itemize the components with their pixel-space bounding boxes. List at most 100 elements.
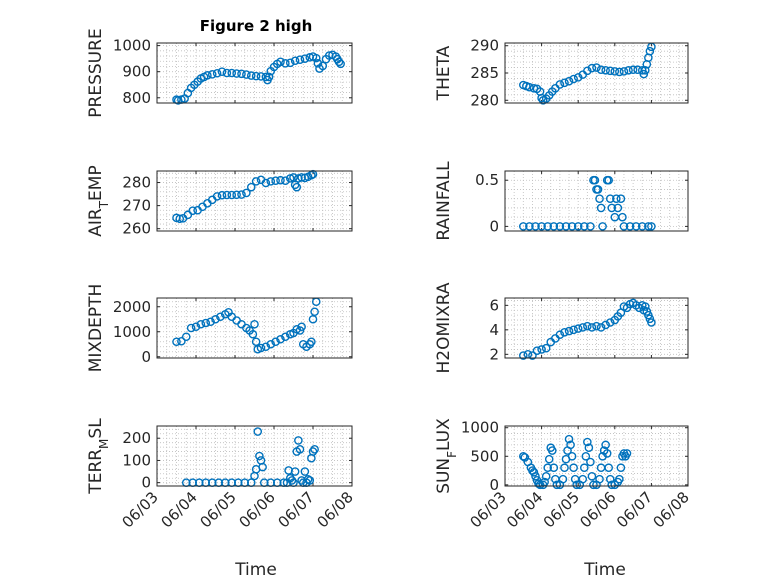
data-point: [188, 206, 198, 215]
y-tick-label: 0: [489, 476, 499, 494]
series-markers: [519, 42, 656, 105]
data-point: [641, 65, 650, 75]
data-point: [605, 474, 615, 484]
data-point: [581, 451, 591, 461]
y-tick-label: 285: [470, 64, 499, 82]
data-point: [564, 326, 574, 336]
data-point: [558, 474, 568, 484]
axes-box: [504, 42, 689, 104]
data-point: [561, 222, 571, 231]
data-point: [227, 68, 237, 78]
data-point: [276, 57, 285, 67]
data-point: [237, 190, 246, 199]
y-axis-label: PRESSURE: [86, 28, 106, 117]
data-point: [612, 194, 621, 203]
data-point: [227, 190, 237, 200]
y-axis-label: AIRTEMP: [86, 165, 111, 236]
data-point: [177, 336, 186, 346]
minor-grid: [504, 43, 689, 103]
y-tick-label: 1000: [113, 323, 151, 341]
data-point: [580, 222, 589, 231]
data-point: [583, 66, 592, 76]
data-point: [543, 222, 553, 231]
data-point: [598, 222, 607, 231]
series-markers: [172, 169, 318, 224]
data-point: [601, 440, 610, 450]
data-point: [567, 222, 577, 231]
data-point: [313, 59, 323, 68]
data-point: [601, 320, 610, 330]
y-axis-label: H2OMIXRA: [434, 282, 454, 373]
y-tick-label: 280: [122, 174, 151, 192]
y-tick-label: 270: [122, 197, 151, 215]
data-point: [303, 475, 313, 484]
data-point: [604, 175, 614, 185]
data-point: [246, 182, 256, 192]
data-point: [292, 182, 302, 192]
data-point: [529, 467, 539, 477]
series-markers: [519, 434, 632, 490]
y-tick-label: 2000: [113, 298, 151, 316]
y-axis-label: TERRMSL: [86, 418, 111, 495]
data-point: [610, 67, 620, 76]
axes-box: [504, 425, 689, 487]
data-point: [552, 480, 562, 490]
series-markers: [172, 297, 321, 354]
x-tick-label: 06/07: [613, 488, 656, 531]
data-point: [639, 69, 649, 79]
y-tick-label: 0.5: [475, 171, 499, 189]
data-point: [250, 319, 259, 329]
data-point: [555, 330, 565, 340]
data-point: [222, 190, 232, 200]
data-point: [569, 325, 578, 335]
data-point: [336, 59, 345, 69]
data-point: [567, 451, 577, 461]
data-point: [589, 480, 598, 490]
data-point: [258, 462, 267, 472]
data-point: [644, 222, 653, 231]
data-point: [560, 327, 569, 337]
data-point: [560, 78, 569, 88]
data-point: [217, 190, 227, 200]
data-point: [595, 474, 604, 484]
data-point: [242, 188, 251, 198]
data-point: [592, 63, 601, 72]
x-tick-label: 06/06: [236, 488, 279, 531]
data-point: [560, 463, 569, 473]
data-point: [310, 445, 319, 454]
x-axis-label-right: Time: [583, 560, 626, 580]
data-point: [596, 203, 606, 213]
data-point: [311, 53, 321, 63]
data-point: [281, 332, 290, 342]
data-point: [604, 463, 614, 473]
data-point: [587, 471, 597, 481]
data-point: [196, 319, 206, 329]
data-point: [297, 322, 306, 332]
data-point: [181, 332, 191, 342]
data-point: [593, 185, 603, 194]
data-point: [624, 65, 633, 75]
x-tick-label: 06/03: [467, 488, 510, 531]
data-point: [602, 449, 612, 458]
series-markers: [172, 50, 345, 105]
data-point: [578, 323, 588, 332]
data-point: [290, 467, 300, 476]
data-point: [290, 180, 300, 190]
figure-title: Figure 2 high: [200, 17, 313, 35]
data-point: [212, 68, 222, 78]
data-point: [242, 70, 251, 79]
data-point: [641, 302, 650, 311]
data-point: [537, 93, 546, 103]
data-point: [586, 457, 595, 467]
data-point: [266, 177, 276, 186]
data-point: [622, 449, 632, 458]
x-tick-label: 06/04: [158, 488, 201, 531]
x-tick-label: 06/06: [576, 488, 619, 531]
data-point: [175, 214, 185, 224]
data-point: [276, 175, 285, 185]
axes-box: [156, 425, 353, 487]
y-tick-label: 200: [122, 429, 151, 447]
axes-box: [504, 170, 689, 232]
data-point: [569, 463, 578, 473]
data-point: [615, 474, 624, 484]
